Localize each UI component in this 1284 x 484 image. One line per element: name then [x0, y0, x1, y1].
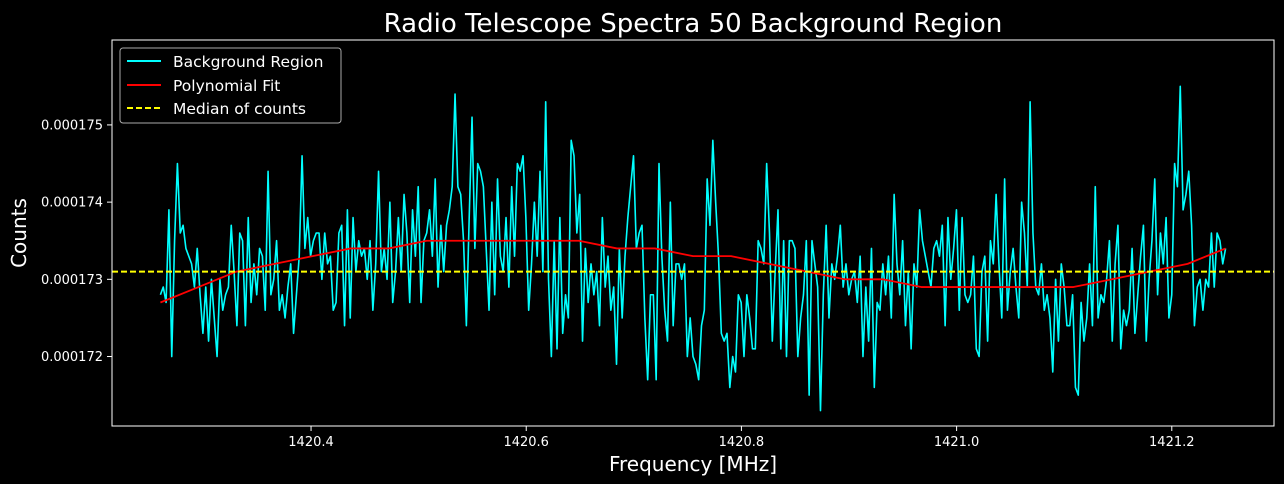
x-tick-label: 1420.4 — [288, 435, 334, 450]
x-tick-label: 1421.0 — [934, 435, 980, 450]
legend: Background Region Polynomial Fit Median … — [119, 47, 342, 124]
y-tick-label: 0.000172 — [41, 350, 103, 365]
legend-label-median: Median of counts — [173, 100, 306, 118]
chart-title: Radio Telescope Spectra 50 Background Re… — [384, 9, 1003, 39]
axes-frame — [111, 39, 1275, 427]
legend-box — [119, 47, 342, 124]
x-tick-label: 1421.2 — [1149, 435, 1195, 450]
plot-area — [112, 85, 1274, 412]
x-axis-ticks: 1420.4 1420.6 1420.8 1421.0 1421.2 — [288, 426, 1195, 450]
y-tick-label: 0.000174 — [41, 196, 103, 211]
legend-label-polynomial-fit: Polynomial Fit — [173, 77, 280, 95]
series-polynomial-fit-line — [160, 239, 1226, 304]
x-axis-label: Frequency [MHz] — [609, 452, 777, 476]
legend-label-background-region: Background Region — [173, 53, 323, 71]
series-background-region-line — [159, 85, 1227, 412]
y-axis-label: Counts — [7, 198, 31, 268]
x-tick-label: 1420.8 — [719, 435, 765, 450]
y-tick-label: 0.000175 — [41, 118, 103, 133]
x-tick-label: 1420.6 — [503, 435, 549, 450]
y-axis-ticks: 0.000172 0.000173 0.000174 0.000175 — [41, 118, 112, 365]
y-tick-label: 0.000173 — [41, 273, 103, 288]
